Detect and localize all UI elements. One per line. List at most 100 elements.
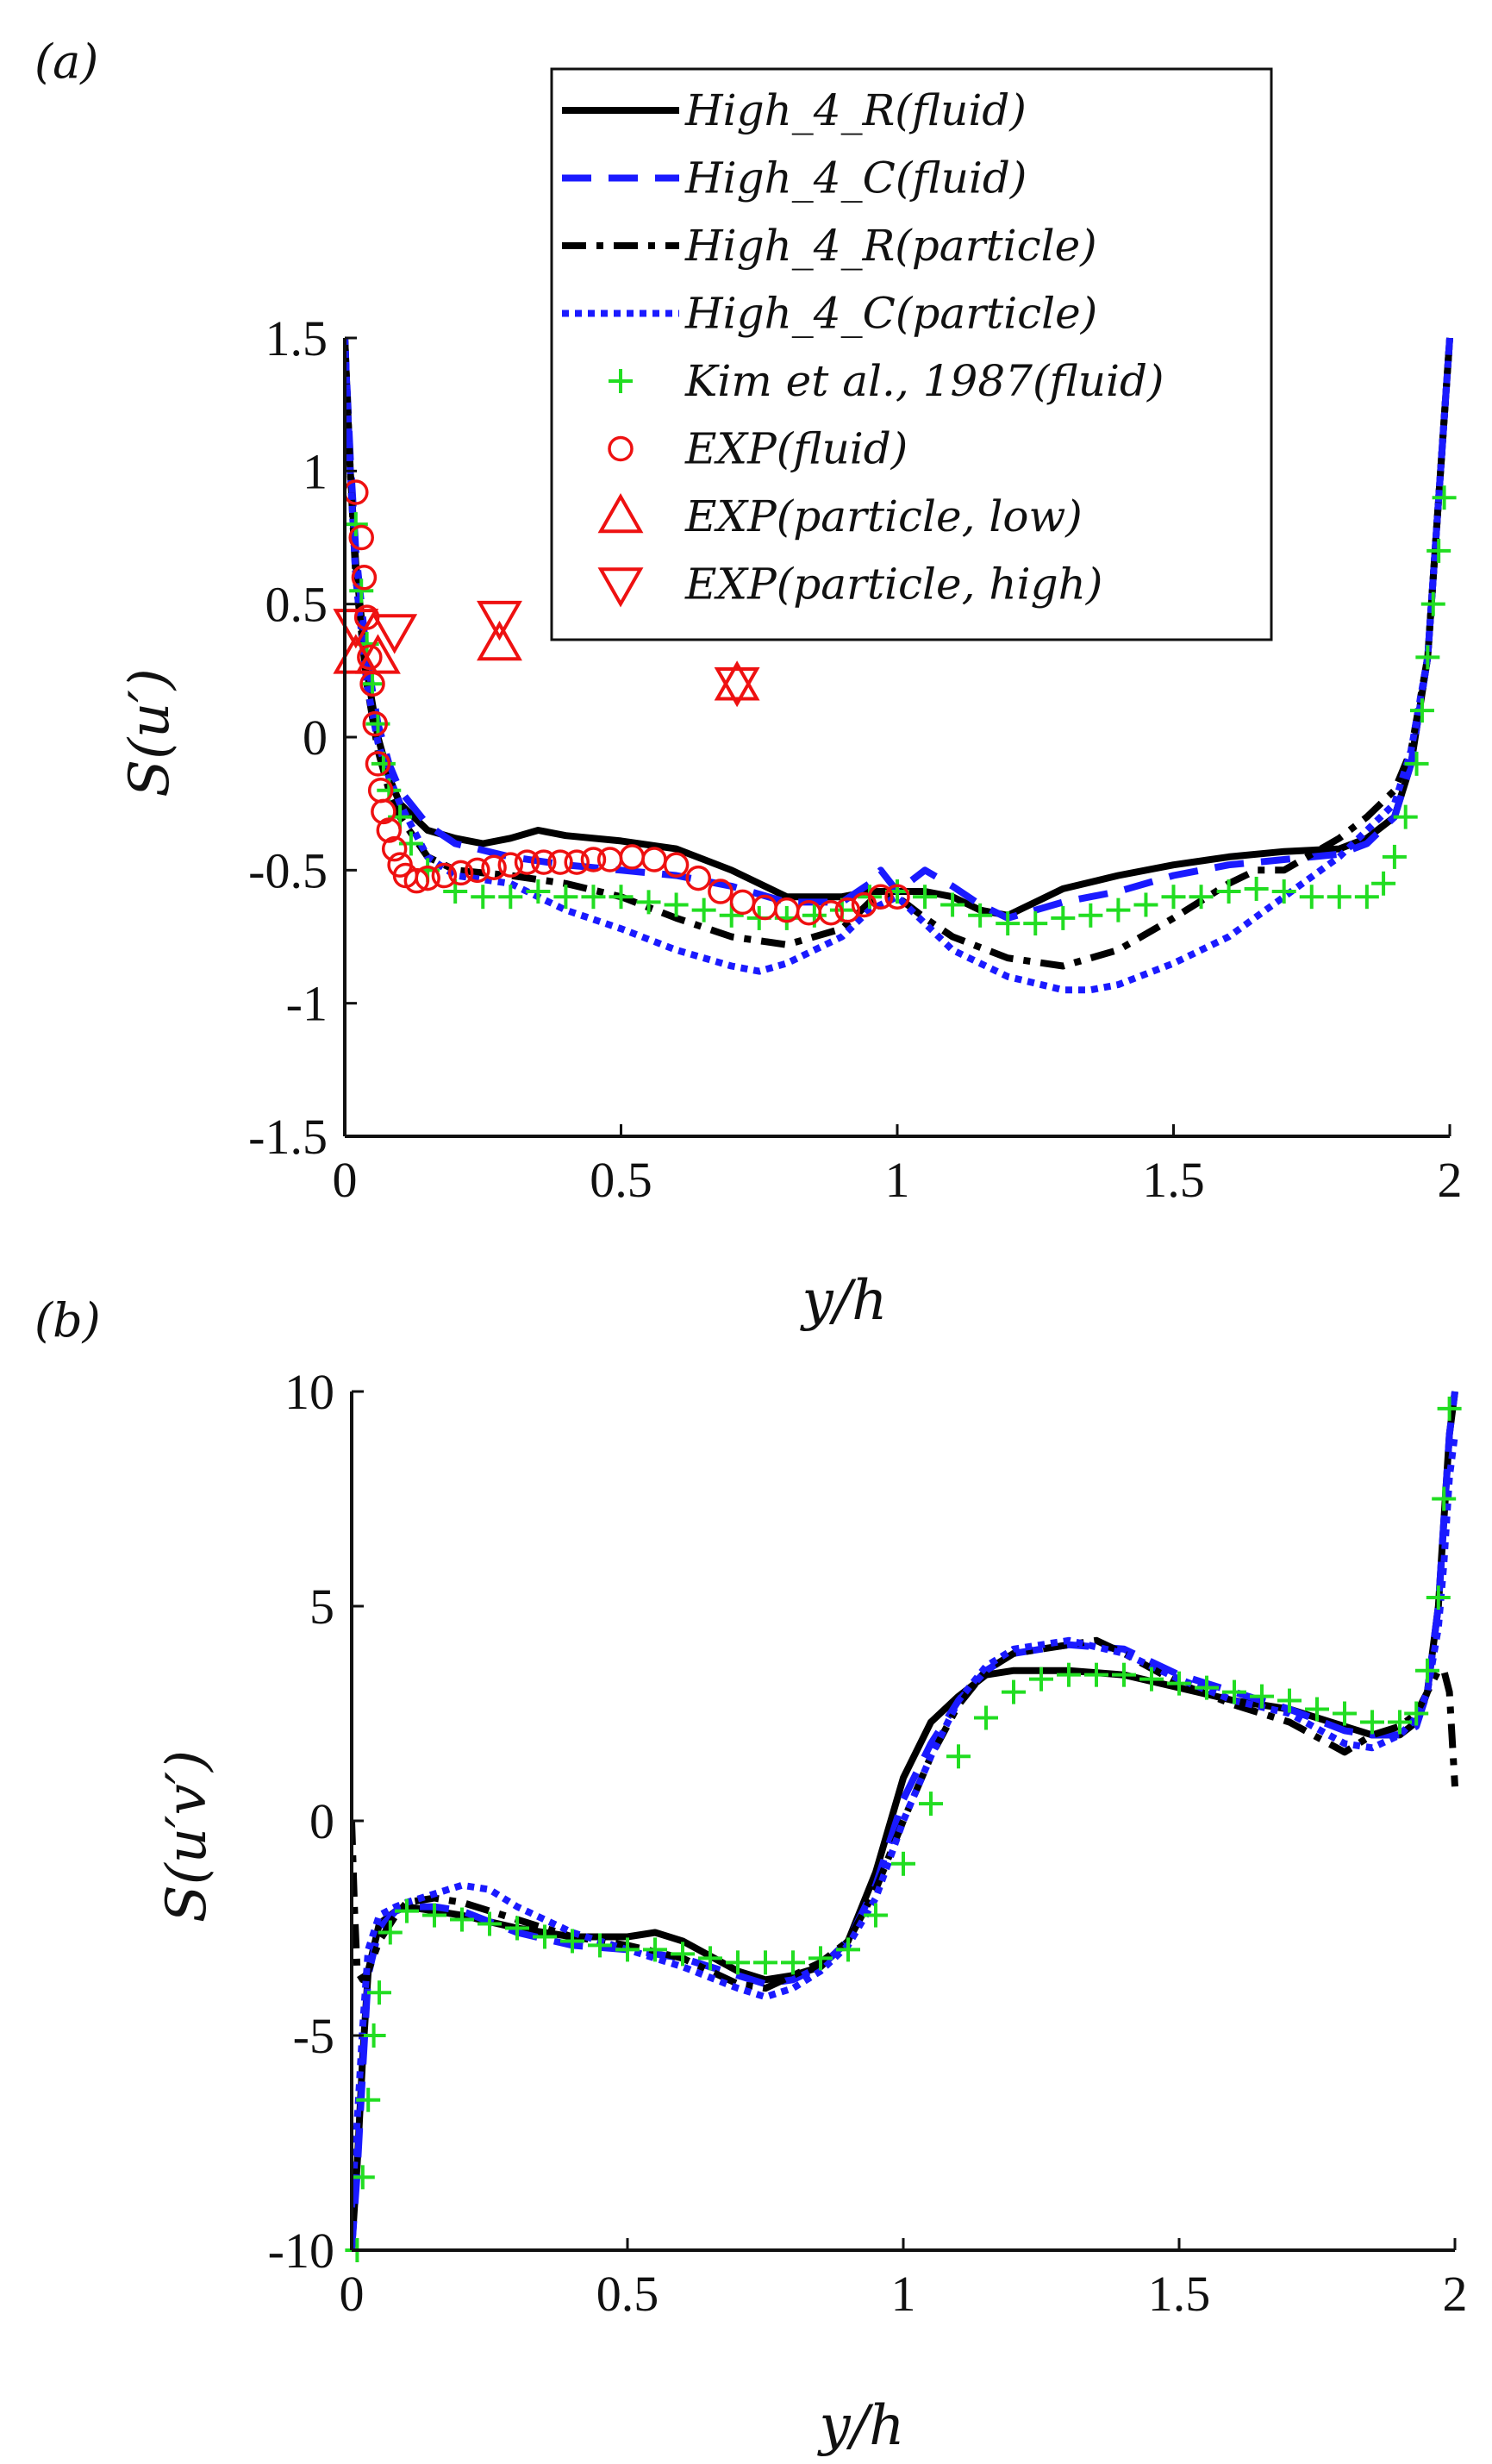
panel-a-exp-fluid-point [868, 884, 894, 910]
panel-a-kim-et-al-1987-fluid-point [1409, 698, 1434, 723]
legend-item-kim-et-al-1987-fluid-label: Kim et al., 1987(fluid) [684, 356, 1164, 406]
panel-a-high-4-c-fluid-line [343, 337, 1453, 922]
panel-a-exp-fluid-point [729, 889, 756, 916]
panel-a-kim-et-al-1987-fluid-point [1404, 751, 1429, 776]
panel-b-kim-et-al-1987-fluid-point [1277, 1688, 1302, 1713]
panel-b-kim-et-al-1987-fluid-point [615, 1937, 640, 1962]
panel-a: (a) 0 0.5 1 1.5 2 1.5 1 0.5 0 -0.5 -1 -1.5 y/h S(u′… [34, 34, 1463, 1333]
panel-a-kim-et-al-1987-fluid-point [1327, 885, 1352, 910]
panel-a-kim-et-al-1987-fluid-point [1189, 885, 1214, 910]
panel-a-exp-fluid-point [481, 854, 507, 880]
legend-item-exp-fluid-label: EXP(fluid) [684, 424, 908, 474]
panel-b-kim-et-al-1987-fluid-point [1426, 1585, 1451, 1610]
panel-b-kim-et-al-1987-fluid-point [1432, 1486, 1457, 1511]
panel-b-ylabel: S(u′v′) [155, 1750, 219, 1923]
panel-a-exp-fluid-point [362, 710, 389, 737]
panel-b-ytick-label: -10 [268, 2223, 334, 2279]
panel-b-kim-et-al-1987-fluid-point [946, 1744, 971, 1769]
panel-b-kim-et-al-1987-fluid-point [1305, 1697, 1329, 1722]
panel-a-xtick-label: 0 [333, 1152, 358, 1208]
panel-a-kim-et-al-1987-fluid-point [1161, 885, 1186, 910]
panel-a-exp-fluid-point [357, 644, 383, 671]
panel-b-axes [350, 1390, 1457, 2252]
panel-a-exp-particle-low-markers [333, 620, 760, 701]
panel-a-exp-fluid-point [641, 847, 667, 872]
panel-b-xtick-label: 0.5 [596, 2266, 659, 2322]
panel-a-kim-et-al-1987-fluid-point [581, 885, 606, 910]
panel-b-kim-et-al-1987-fluid-point [781, 1950, 805, 1975]
panel-a-ytick-label: -1.5 [248, 1109, 328, 1165]
legend-item-high-4-c-particle-label: High_4_C(particle) [684, 289, 1097, 339]
panel-a-kim-et-al-1987-fluid-point [913, 885, 938, 910]
panel-b-kim-et-al-1987-fluid-point [864, 1903, 888, 1928]
panel-a-exp-fluid-point [371, 798, 396, 825]
panel-b-kim-et-al-1987-fluid-point [505, 1916, 529, 1941]
legend-item-high-4-c-fluid-label: High_4_C(fluid) [684, 153, 1027, 203]
panel-b-kim-et-al-1987-fluid-point [1388, 1710, 1412, 1735]
legend-item-high-4-r-particle: High_4_R(particle) [562, 221, 1097, 271]
panel-a-kim-et-al-1987-fluid-point [471, 885, 496, 910]
panel-a-exp-fluid-point [663, 852, 690, 878]
panel-a-exp-fluid-point [685, 865, 711, 891]
panel-b-kim-et-al-1987-fluid-point [560, 1929, 584, 1954]
panel-a-kim-et-al-1987-fluid-point [996, 911, 1021, 936]
panel-b-kim-et-al-1987-fluid-point [588, 1933, 612, 1958]
panel-a-kim-et-al-1987-fluid-point [553, 885, 578, 910]
panel-a-kim-et-al-1987-fluid-point [1432, 485, 1457, 510]
panel-a-kim-et-al-1987-fluid-point [1106, 897, 1131, 922]
panel-a-kim-et-al-1987-fluid-point [1393, 804, 1418, 829]
panel-a-exp-fluid-point [851, 891, 877, 918]
panel-a-exp-fluid-point [348, 524, 374, 551]
panel-b-kim-et-al-1987-fluid-markers [345, 1396, 1462, 2262]
panel-b-xtick-label: 1.5 [1148, 2266, 1211, 2322]
panel-a-exp-fluid-point [834, 897, 861, 923]
panel-a-ytick-label: 0 [303, 710, 328, 766]
panel-a-exp-fluid-point [564, 849, 590, 875]
panel-a-ytick-label: 1.5 [265, 310, 328, 366]
panel-a-axes [343, 336, 1451, 1138]
panel-b-kim-et-al-1987-fluid-point [1029, 1667, 1053, 1692]
panel-b-kim-et-al-1987-fluid-point [919, 1792, 943, 1817]
panel-a-exp-fluid-point [447, 860, 474, 886]
panel-b-kim-et-al-1987-fluid-point [361, 2023, 386, 2048]
panel-b-xlabel: y/h [817, 2394, 905, 2458]
panel-b-kim-et-al-1987-fluid-point [671, 1942, 695, 1967]
panel-a-ticks: 0 0.5 1 1.5 2 1.5 1 0.5 0 -0.5 -1 -1.5 [248, 310, 1462, 1208]
panel-a-ytick-label: 0.5 [265, 577, 328, 633]
panel-a-exp-fluid-point [752, 894, 777, 921]
panel-b-kim-et-al-1987-fluid-point [753, 1950, 777, 1975]
panel-b-kim-et-al-1987-fluid-point [1250, 1684, 1274, 1709]
panel-b-xtick-label: 0 [340, 2266, 365, 2322]
panel-a-kim-et-al-1987-fluid-point [1271, 879, 1296, 904]
panel-a-kim-et-al-1987-fluid-point [1023, 911, 1048, 936]
panel-a-exp-fluid-point [381, 835, 408, 862]
panel-a-exp-particle-low-point [355, 634, 401, 674]
panel-a-kim-et-al-1987-fluid-point [498, 885, 523, 910]
panel-b-ticks: 0 0.5 1 1.5 2 10 5 0 -5 -10 [268, 1364, 1468, 2322]
panel-a-exp-fluid-point [818, 899, 844, 926]
panel-a-exp-particle-high-markers [333, 600, 760, 708]
panel-a-kim-et-al-1987-fluid-point [1426, 538, 1451, 563]
panel-a-exp-fluid-point [619, 844, 646, 870]
panel-a-kim-et-al-1987-fluid-point [349, 578, 374, 603]
panel-b-kim-et-al-1987-fluid-point [698, 1946, 722, 1971]
legend-item-exp-fluid: EXP(fluid) [608, 424, 908, 474]
panel-a-exp-particle-low-point [714, 660, 760, 701]
panel-b-kim-et-al-1987-fluid-point [1415, 1658, 1439, 1683]
panel-a-exp-fluid-point [514, 849, 540, 875]
panel-b-kim-et-al-1987-fluid-point [1002, 1679, 1026, 1704]
panel-a-exp-particle-high-point [371, 614, 418, 654]
legend-item-high-4-c-particle: High_4_C(particle) [562, 289, 1097, 339]
panel-a-kim-et-al-1987-fluid-point [664, 892, 689, 917]
panel-b-xtick-label: 1 [891, 2266, 916, 2322]
legend-item-exp-particle-high-swatch-point [597, 567, 644, 608]
panel-b-kim-et-al-1987-fluid-point [1222, 1679, 1246, 1704]
panel-a-kim-et-al-1987-fluid-point [1371, 871, 1396, 896]
panel-a-exp-particle-low-point [477, 620, 522, 661]
panel-b-high-4-c-particle-line [350, 1434, 1458, 2208]
panel-b-ytick-label: 0 [309, 1793, 334, 1849]
panel-a-exp-fluid-markers [343, 479, 910, 926]
panel-b-kim-et-al-1987-fluid-point [422, 1903, 446, 1928]
legend-item-exp-particle-high: EXP(particle, high) [597, 560, 1102, 610]
panel-a-exp-fluid-point [365, 751, 391, 777]
